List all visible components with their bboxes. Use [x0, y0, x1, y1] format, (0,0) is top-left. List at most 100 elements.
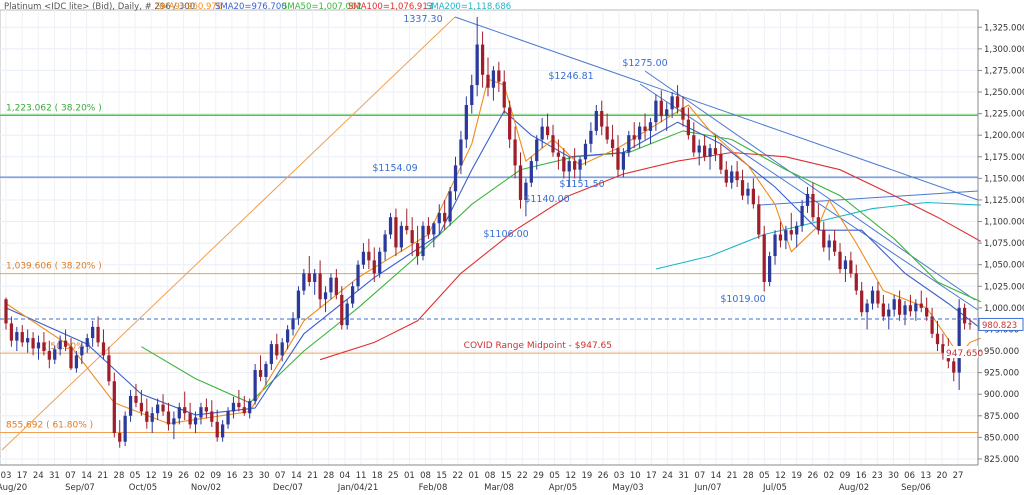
candle-body: [405, 225, 409, 231]
candle-body: [307, 273, 311, 282]
x-day-label: 28: [323, 471, 334, 481]
candle-body: [562, 156, 566, 172]
level-label: 855.692 ( 61.80% ): [6, 420, 93, 430]
candle-body: [172, 418, 176, 425]
y-tick-label: 1,325.000: [984, 23, 1024, 33]
candle-body: [183, 407, 187, 414]
x-day-label: 14: [711, 471, 722, 481]
candle-body: [118, 433, 122, 442]
candle-body: [15, 332, 19, 341]
x-day-label: 23: [243, 471, 254, 481]
x-day-label: 05: [549, 471, 560, 481]
candle-body: [426, 225, 431, 235]
y-tick-label: 1,200.000: [984, 131, 1024, 141]
candle-body: [156, 404, 160, 414]
candle-body: [367, 251, 371, 261]
legend-entry: SMA200=1,118.686: [426, 2, 511, 12]
candle-body: [567, 161, 571, 172]
candle-body: [399, 225, 403, 248]
candle-body: [903, 305, 907, 315]
candle-body: [139, 402, 144, 412]
candle-body: [952, 361, 956, 373]
x-day-label: 19: [162, 471, 173, 481]
y-tick-label: 925.000: [984, 369, 1019, 379]
x-month-label: Apr/05: [549, 483, 577, 493]
candle-body: [85, 338, 89, 347]
candle-body: [334, 277, 338, 295]
candle-body: [778, 234, 783, 241]
downtrend-line-major: [454, 16, 979, 201]
x-day-label: 21: [307, 471, 318, 481]
candle-body: [486, 74, 490, 88]
candle-body: [892, 299, 896, 310]
x-day-label: 05: [130, 471, 141, 481]
x-day-label: 16: [856, 471, 867, 481]
candle-body: [302, 273, 306, 291]
x-day-label: 21: [97, 471, 108, 481]
candle-body: [849, 260, 853, 274]
candle-body: [935, 333, 940, 345]
y-tick-label: 950.000: [984, 347, 1019, 357]
candle-body: [199, 407, 203, 418]
candle-body: [193, 417, 198, 425]
x-day-label: 14: [81, 471, 92, 481]
x-day-label: 28: [743, 471, 754, 481]
price-annotation: $1140.00: [524, 194, 569, 205]
candle-body: [941, 344, 945, 353]
candle-body: [112, 381, 116, 434]
candle-body: [280, 342, 284, 356]
candle-body: [621, 152, 626, 170]
candle-body: [551, 135, 555, 153]
y-tick-label: 1,225.000: [984, 110, 1024, 120]
candle-body: [448, 191, 452, 222]
x-month-label: Jun/07: [694, 483, 722, 493]
candle-body: [838, 251, 842, 270]
price-annotation: $1106.00: [483, 229, 528, 240]
candle-body: [735, 171, 739, 181]
candle-body: [443, 212, 447, 222]
y-tick-label: 1,075.000: [984, 239, 1024, 249]
candle-body: [318, 273, 322, 300]
candle-body: [957, 307, 961, 373]
candle-body: [968, 323, 972, 325]
candle-body: [870, 290, 875, 304]
downtrend-line-steep: [644, 70, 976, 301]
candle-body: [605, 126, 609, 140]
candle-body: [703, 145, 707, 157]
candle-body: [643, 126, 647, 131]
x-day-label: 14: [291, 471, 302, 481]
candle-body: [69, 346, 73, 369]
x-day-label: 10: [630, 471, 641, 481]
y-tick-label: 1,050.000: [984, 261, 1024, 271]
candle-body: [648, 122, 653, 131]
candle-body: [795, 225, 799, 235]
candle-body: [101, 342, 106, 356]
y-tick-label: 1,250.000: [984, 88, 1024, 98]
x-day-label: 11: [356, 471, 367, 481]
x-day-label: 20: [936, 471, 947, 481]
legend: Platinum <IDC lite> (Bid), Daily, # 296 …: [4, 2, 511, 12]
candle-body: [876, 290, 880, 304]
candle-body: [96, 326, 100, 343]
candle-body: [248, 401, 252, 414]
candle-body: [285, 329, 290, 343]
y-tick-label: 1,300.000: [984, 45, 1024, 55]
candle-body: [53, 349, 57, 360]
candle-body: [91, 326, 95, 339]
price-annotation: 1337.30: [403, 14, 442, 25]
candle-body: [930, 316, 934, 334]
candle-body: [746, 188, 750, 196]
x-month-label: Dec/07: [273, 483, 303, 493]
candle-body: [210, 411, 214, 422]
candle-body: [123, 415, 127, 442]
x-day-label: 03: [614, 471, 625, 481]
x-day-label: 16: [226, 471, 237, 481]
candle-body: [573, 161, 577, 170]
candle-body: [329, 277, 333, 293]
candle-body: [226, 411, 230, 425]
candle-body: [340, 294, 344, 326]
candle-body: [470, 85, 474, 105]
x-day-label: 06: [904, 471, 915, 481]
x-day-label: 13: [920, 471, 931, 481]
candle-body: [4, 299, 8, 324]
